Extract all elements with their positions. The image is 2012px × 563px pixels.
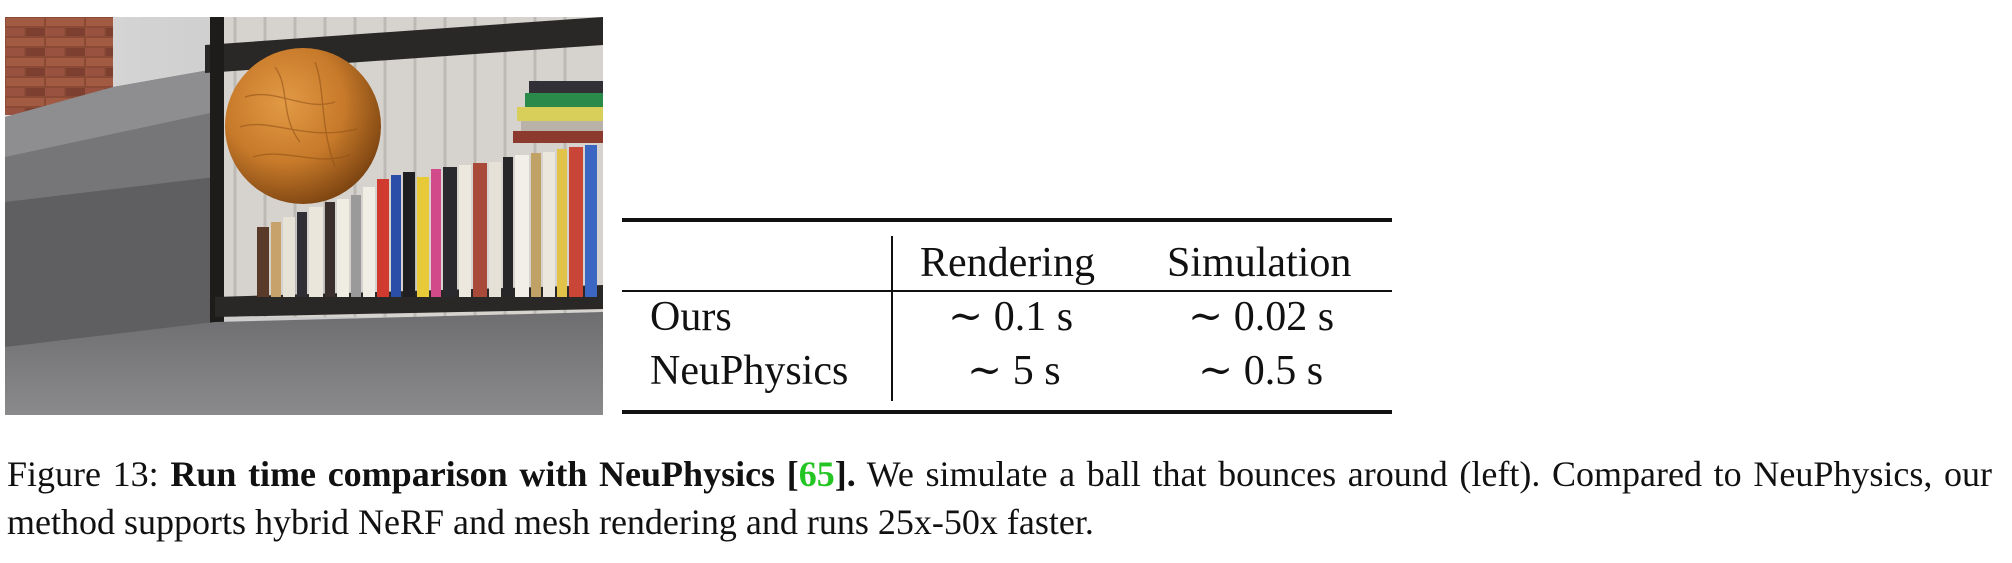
caption-title-text: Run time comparison with NeuPhysics [ <box>170 454 799 494</box>
row-ours-rendering: ∼ 0.1 s <box>948 294 1074 340</box>
caption-title: Run time comparison with NeuPhysics [65]… <box>170 454 855 494</box>
render-image <box>5 17 603 415</box>
row-neuphysics-simulation: ∼ 0.5 s <box>1198 348 1324 394</box>
row-method-neuphysics: NeuPhysics <box>650 348 849 394</box>
citation-link[interactable]: 65 <box>798 454 835 494</box>
table-header-rule <box>622 290 1392 292</box>
caption-text-line1: We simulate a ball that bounces around (… <box>866 454 1742 494</box>
runtime-table: Rendering Simulation Ours ∼ 0.1 s ∼ 0.02… <box>622 218 1392 414</box>
floor <box>5 312 603 415</box>
table-bottom-rule <box>622 410 1392 414</box>
figure-caption: Figure 13: Run time comparison with NeuP… <box>7 450 1992 546</box>
books <box>257 81 603 297</box>
caption-label: Figure 13: <box>7 454 159 494</box>
table-top-rule <box>622 218 1392 222</box>
table-column-divider <box>891 236 893 401</box>
concrete-steps <box>5 69 215 357</box>
caption-title-end: ]. <box>834 454 856 494</box>
row-ours-simulation: ∼ 0.02 s <box>1188 294 1335 340</box>
header-rendering: Rendering <box>920 240 1095 286</box>
row-method-ours: Ours <box>650 294 732 340</box>
header-simulation: Simulation <box>1167 240 1352 286</box>
caption-text-line2: NeuPhysics, our method supports hybrid N… <box>7 454 1993 542</box>
bouncing-ball <box>225 48 381 204</box>
row-neuphysics-rendering: ∼ 5 s <box>967 348 1061 394</box>
